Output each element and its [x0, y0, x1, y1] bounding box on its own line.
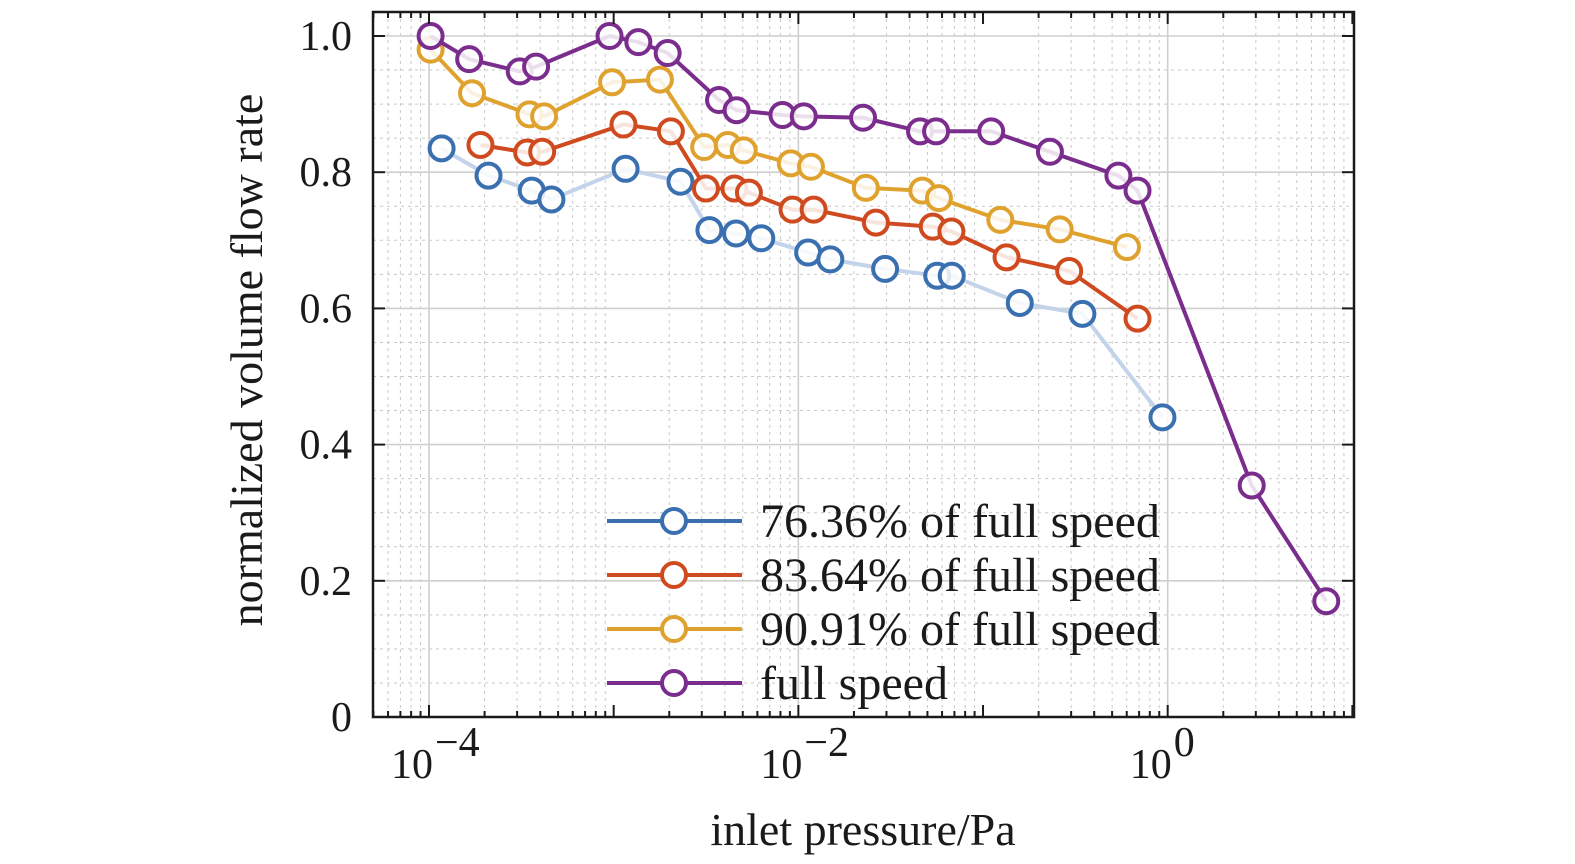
- tick-marks: [372, 12, 1354, 718]
- y-tick-label: 0.4: [300, 423, 353, 469]
- y-axis-title: normalized volume flow rate: [221, 94, 272, 627]
- series-2: [466, 110, 1152, 333]
- data-point: [816, 245, 845, 274]
- legend-label: 76.36% of full speed: [760, 495, 1160, 548]
- legend-item-4: full speed: [607, 657, 948, 710]
- legend-item-1: 76.36% of full speed: [607, 495, 1160, 548]
- legend-item-3: 90.91% of full speed: [607, 603, 1160, 656]
- data-point: [734, 178, 763, 207]
- y-tick-labels: 0 0.2 0.4 0.6 0.8 1.0: [300, 14, 353, 741]
- minor-grid: [372, 12, 1354, 717]
- data-point: [871, 254, 900, 283]
- data-point: [427, 134, 456, 163]
- data-point: [653, 39, 682, 68]
- data-point: [609, 110, 638, 139]
- data-point: [458, 79, 487, 108]
- data-point: [722, 219, 751, 248]
- data-point: [528, 137, 557, 166]
- data-point: [1123, 304, 1152, 333]
- series-layer: [416, 22, 1341, 616]
- x-tick-exponent: 0: [1174, 720, 1195, 766]
- data-point: [937, 217, 966, 246]
- data-point: [666, 167, 695, 196]
- data-point: [522, 52, 551, 81]
- data-point: [656, 117, 685, 146]
- x-tick-exponent: −4: [435, 720, 480, 766]
- data-point: [747, 224, 776, 253]
- data-point: [530, 102, 559, 131]
- data-point: [466, 130, 495, 159]
- y-tick-label: 0.8: [300, 150, 353, 196]
- x-tick-exponent: −2: [804, 720, 849, 766]
- data-point: [986, 205, 1015, 234]
- data-point: [796, 152, 825, 181]
- data-point: [1045, 215, 1074, 244]
- data-point: [799, 195, 828, 224]
- data-point: [537, 185, 566, 214]
- legend-label: 90.91% of full speed: [760, 603, 1160, 656]
- plot-frame: [371, 10, 1356, 719]
- data-point: [851, 173, 880, 202]
- data-point: [690, 133, 719, 162]
- x-tick-label: 10: [391, 742, 433, 788]
- x-tick-labels: 10 −4 10 −2 10 0: [391, 720, 1195, 788]
- data-point: [416, 22, 445, 50]
- data-point: [598, 68, 627, 97]
- data-point: [595, 22, 624, 50]
- data-point: [645, 65, 674, 94]
- data-point: [922, 117, 951, 146]
- data-point: [624, 28, 653, 57]
- data-point: [722, 96, 751, 125]
- data-point: [1312, 587, 1341, 616]
- data-point: [455, 45, 484, 74]
- y-tick-label: 0.2: [300, 559, 353, 605]
- y-tick-label: 0: [331, 695, 352, 741]
- x-tick-label: 10: [1130, 742, 1172, 788]
- legend-swatch-marker: [660, 615, 688, 643]
- data-point: [1113, 233, 1142, 262]
- series-1: [427, 134, 1177, 432]
- data-point: [789, 102, 818, 131]
- data-point: [695, 216, 724, 245]
- series-4: [416, 22, 1341, 616]
- data-point: [924, 184, 953, 213]
- legend-swatch-marker: [660, 507, 688, 535]
- y-tick-label: 0.6: [300, 286, 353, 332]
- data-point: [1055, 256, 1084, 285]
- data-point: [977, 117, 1006, 146]
- x-axis-title: inlet pressure/Pa: [710, 804, 1015, 855]
- legend-label: 83.64% of full speed: [760, 549, 1160, 602]
- data-point: [474, 161, 503, 190]
- data-point: [1005, 288, 1034, 317]
- legend-label: full speed: [760, 657, 948, 710]
- major-grid: [373, 12, 1354, 717]
- y-tick-label: 1.0: [300, 14, 353, 60]
- data-point: [1237, 471, 1266, 500]
- legend-item-2: 83.64% of full speed: [607, 549, 1160, 602]
- data-point: [861, 208, 890, 237]
- x-tick-label: 10: [760, 742, 802, 788]
- data-point: [849, 103, 878, 132]
- data-point: [1035, 137, 1064, 166]
- data-point: [691, 174, 720, 203]
- data-point: [992, 243, 1021, 272]
- data-point: [1068, 299, 1097, 328]
- data-point: [1123, 176, 1152, 205]
- data-point: [1148, 403, 1177, 432]
- data-point: [1104, 161, 1133, 190]
- data-point: [937, 261, 966, 290]
- series-line: [480, 122, 1139, 321]
- data-point: [729, 136, 758, 165]
- legend-swatch-marker: [660, 561, 688, 589]
- legend-swatch-marker: [660, 669, 688, 697]
- data-point: [611, 154, 640, 183]
